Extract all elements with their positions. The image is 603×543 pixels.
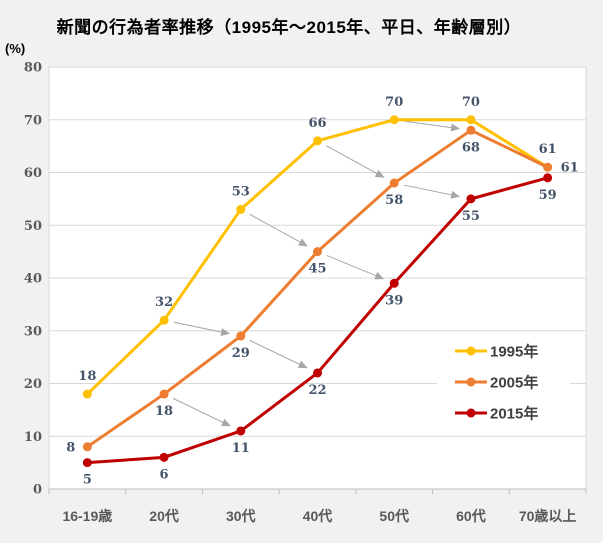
data-label-2005-0: 8 [66, 440, 75, 455]
y-tick-label-0: 0 [33, 483, 42, 498]
cohort-arrow-6 [326, 254, 385, 280]
x-label-6: 70歳以上 [519, 508, 577, 524]
cohort-arrow-1 [249, 213, 308, 247]
data-label-2015-6: 59 [539, 188, 557, 203]
data-point-1995-3 [313, 136, 322, 146]
x-label-1: 20代 [149, 508, 179, 524]
data-point-1995-1 [159, 315, 169, 325]
data-point-2015-0 [82, 458, 92, 468]
data-label-1995-2: 53 [232, 184, 250, 199]
data-label-2015-5: 55 [462, 209, 480, 224]
x-label-3: 40代 [303, 508, 333, 524]
legend-marker-icon-1995 [466, 346, 476, 356]
data-point-2005-4 [389, 178, 399, 188]
data-label-1995-5: 70 [462, 95, 480, 110]
data-label-2015-2: 11 [232, 441, 250, 456]
data-point-2005-6 [543, 162, 553, 172]
data-point-2015-1 [159, 452, 169, 462]
data-point-2005-0 [82, 442, 92, 452]
y-axis-unit-label: (%) [5, 41, 26, 56]
y-tick-label-50: 50 [24, 219, 42, 234]
x-label-4: 50代 [379, 508, 409, 524]
data-label-2005-2: 29 [232, 346, 250, 361]
legend-marker-icon-2015 [466, 408, 476, 418]
y-tick-label-80: 80 [24, 61, 42, 76]
cohort-arrow-4 [172, 397, 231, 427]
x-label-0: 16-19歳 [62, 508, 112, 524]
data-point-2015-3 [313, 368, 322, 378]
y-tick-label-60: 60 [24, 166, 42, 181]
legend-item-2015: 2015年 [455, 405, 538, 423]
cohort-arrow-5 [249, 339, 308, 369]
data-label-2005-5: 68 [462, 140, 480, 155]
cohort-arrow-0 [173, 321, 231, 336]
data-label-2015-3: 22 [308, 383, 326, 398]
data-point-1995-0 [82, 389, 92, 399]
data-point-2005-1 [159, 389, 169, 399]
cohort-arrow-3 [404, 120, 461, 132]
cohort-arrow-2 [326, 145, 385, 178]
data-label-1995-1: 32 [155, 295, 173, 310]
data-label-2005-3: 45 [308, 262, 326, 277]
x-label-5: 60代 [456, 508, 486, 524]
data-point-2015-5 [466, 194, 476, 204]
x-label-2: 30代 [226, 508, 256, 524]
legend-label-1995: 1995年 [490, 343, 538, 361]
legend-label-2015: 2015年 [490, 405, 538, 423]
data-label-1995-3: 66 [308, 116, 326, 131]
data-point-2015-4 [389, 278, 399, 288]
legend-label-2005: 2005年 [490, 374, 538, 392]
data-point-2005-3 [313, 247, 322, 257]
cohort-arrow-7 [403, 184, 461, 199]
series-2015 [82, 173, 553, 468]
data-point-1995-2 [236, 204, 246, 214]
legend-item-2005: 2005年 [455, 374, 538, 392]
data-point-2005-2 [236, 331, 246, 341]
y-tick-label-30: 30 [24, 324, 42, 339]
data-point-2005-5 [466, 125, 476, 135]
data-label-2015-1: 6 [160, 467, 169, 482]
series-2005 [82, 125, 553, 452]
data-label-2015-0: 5 [83, 473, 92, 488]
y-tick-label-70: 70 [24, 113, 42, 128]
data-point-1995-5 [466, 115, 476, 125]
legend-item-1995: 1995年 [455, 343, 538, 361]
data-label-2005-6: 61 [561, 161, 579, 176]
y-tick-label-20: 20 [24, 377, 42, 392]
data-label-2005-1: 18 [155, 404, 173, 419]
y-tick-label-40: 40 [24, 272, 42, 287]
data-label-1995-6: 61 [539, 142, 557, 157]
data-label-1995-0: 18 [78, 369, 96, 384]
data-label-1995-4: 70 [385, 95, 403, 110]
data-point-1995-4 [389, 115, 399, 125]
legend-marker-icon-2005 [466, 377, 476, 387]
data-point-2015-6 [543, 173, 553, 183]
data-label-2015-4: 39 [385, 293, 403, 308]
y-tick-label-10: 10 [24, 430, 42, 445]
data-label-2005-4: 58 [385, 193, 403, 208]
chart-title: 新聞の行為者率推移（1995年～2015年、平日、年齢層別） [56, 18, 522, 37]
data-point-2015-2 [236, 426, 246, 436]
